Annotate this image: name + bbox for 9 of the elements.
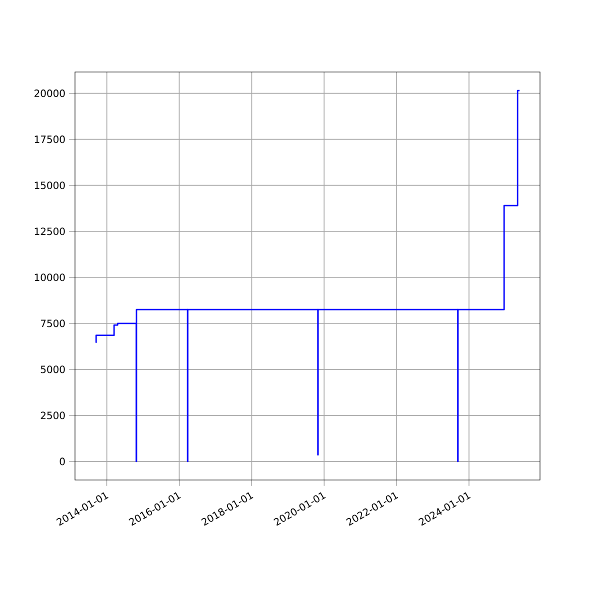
y-tick-label: 17500 (34, 136, 65, 144)
y-tick-label: 20000 (34, 90, 65, 98)
y-tick-label: 15000 (34, 182, 65, 190)
y-tick-label: 2500 (40, 412, 65, 420)
y-tick-label: 5000 (40, 366, 65, 374)
y-tick-label: 10000 (34, 274, 65, 282)
y-tick-label: 12500 (34, 228, 65, 236)
y-tick-label: 7500 (40, 320, 65, 328)
y-tick-label: 0 (60, 458, 65, 466)
